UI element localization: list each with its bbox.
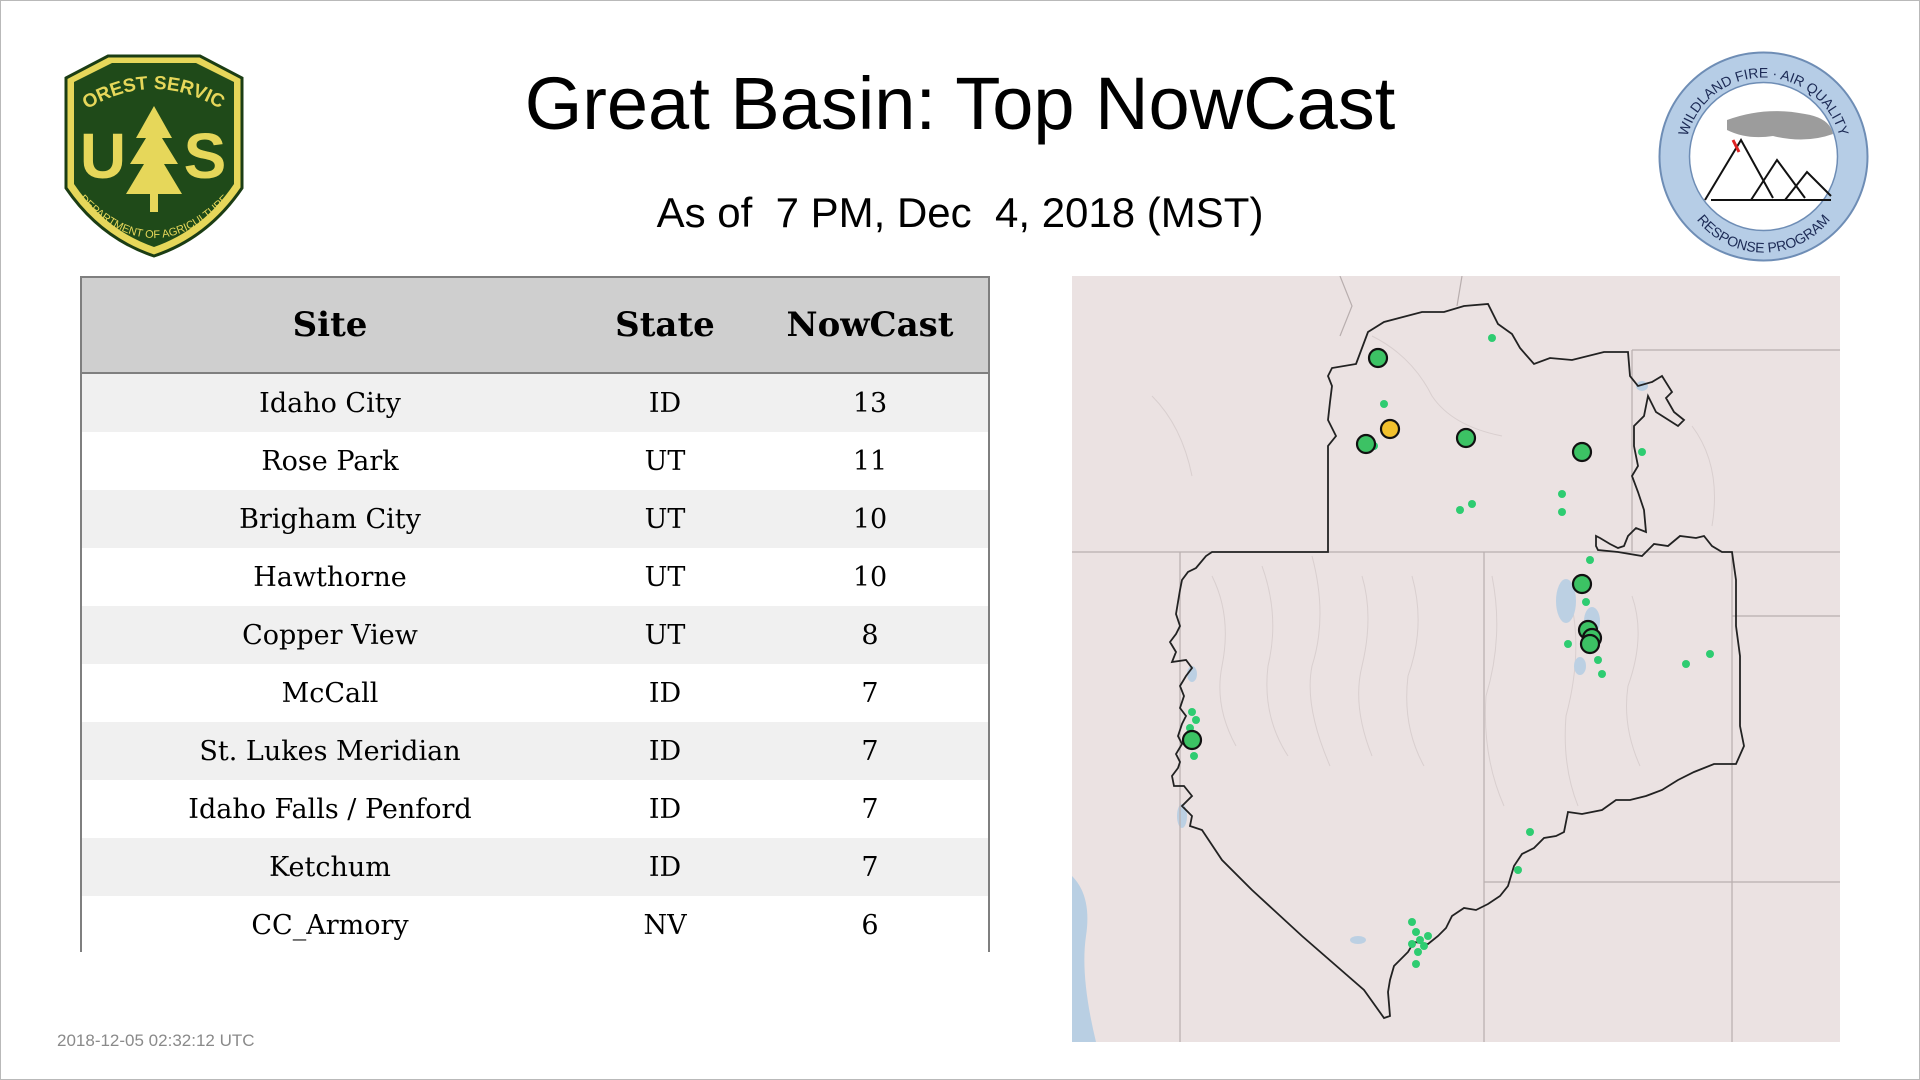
state-cell: ID [578,838,752,896]
site-marker [1571,441,1593,463]
monitor-dot [1682,660,1690,668]
column-header-site: Site [82,278,578,374]
monitor-dot [1414,948,1422,956]
monitor-dot [1420,942,1428,950]
nowcast-cell: 7 [752,838,988,896]
terrain-texture [1151,335,1715,807]
state-cell: UT [578,606,752,664]
table-header-row: Site State NowCast [82,278,988,374]
fire-icon [1731,139,1741,153]
state-cell: ID [578,373,752,432]
top-sites-markers [1181,347,1603,751]
state-cell: ID [578,780,752,838]
usfs-shield-logo: FOREST SERVICE U S DEPARTMENT OF AGRICUL… [48,48,244,258]
state-borders [1072,276,1840,1042]
table-row: CC_Armory NV 6 [82,896,988,954]
state-cell: UT [578,548,752,606]
monitor-dot [1638,448,1646,456]
nowcast-cell: 7 [752,722,988,780]
generated-timestamp: 2018-12-05 02:32:12 UTC [57,1031,255,1050]
logo-letter-u: U [80,120,126,192]
monitor-dot [1514,866,1522,874]
site-marker [1455,427,1477,449]
pine-tree-icon [126,106,182,212]
table-row: St. Lukes Meridian ID 7 [82,722,988,780]
map-background [1072,276,1840,1042]
site-cell: McCall [82,664,578,722]
monitor-dot [1380,400,1388,408]
column-header-nowcast: NowCast [752,278,988,374]
site-cell: Brigham City [82,490,578,548]
nowcast-cell: 6 [752,896,988,954]
state-cell: NV [578,896,752,954]
nowcast-cell: 7 [752,780,988,838]
monitor-dot [1594,656,1602,664]
monitor-dot [1412,928,1420,936]
wfaqrp-seal-logo: WILDLAND FIRE · AIR QUALITY RESPONSE PRO… [1658,51,1869,262]
monitor-dot [1424,932,1432,940]
site-marker [1579,633,1601,655]
site-cell: Hawthorne [82,548,578,606]
site-cell: Idaho City [82,373,578,432]
site-marker [1379,418,1401,440]
state-cell: ID [578,722,752,780]
monitor-dot [1408,918,1416,926]
monitor-dot [1192,716,1200,724]
page-subtitle: As of 7 PM, Dec 4, 2018 (MST) [656,189,1264,236]
site-cell: Copper View [82,606,578,664]
monitor-dot [1582,598,1590,606]
site-cell: CC_Armory [82,896,578,954]
table-row: Copper View UT 8 [82,606,988,664]
great-basin-relief-map [1072,276,1840,1042]
table-row: Rose Park UT 11 [82,432,988,490]
table-row: Hawthorne UT 10 [82,548,988,606]
table-row: Idaho Falls / Penford ID 7 [82,780,988,838]
monitor-dot [1188,708,1196,716]
monitor-dot [1408,940,1416,948]
site-cell: Ketchum [82,838,578,896]
smoke-plume-icon [1727,111,1833,140]
monitor-dot [1456,506,1464,514]
monitor-dot [1468,500,1476,508]
nowcast-table: Site State NowCast Idaho City ID 13 Rose P… [80,276,990,954]
site-marker [1181,729,1203,751]
monitor-dot [1706,650,1714,658]
monitor-dot [1488,334,1496,342]
nowcast-cell: 8 [752,606,988,664]
page-title: Great Basin: Top NowCast [524,62,1396,145]
nowcast-cell: 13 [752,373,988,432]
site-cell: Idaho Falls / Penford [82,780,578,838]
nowcast-cell: 10 [752,490,988,548]
monitor-dot [1416,936,1424,944]
column-header-state: State [578,278,752,374]
table-row: Brigham City UT 10 [82,490,988,548]
site-cell: Rose Park [82,432,578,490]
nowcast-cell: 7 [752,664,988,722]
monitor-dot [1190,752,1198,760]
monitor-dot [1558,490,1566,498]
monitor-dot [1598,670,1606,678]
nowcast-cell: 10 [752,548,988,606]
site-marker [1355,433,1377,455]
mountains-icon [1704,137,1832,201]
state-cell: ID [578,664,752,722]
site-cell: St. Lukes Meridian [82,722,578,780]
monitor-dot [1412,960,1420,968]
monitor-dot [1526,828,1534,836]
monitor-dots [1186,334,1714,968]
table-row: Idaho City ID 13 [82,373,988,432]
monitor-dot [1558,508,1566,516]
monitor-dot [1586,556,1594,564]
logo-letter-s: S [184,120,227,192]
state-cell: UT [578,432,752,490]
nowcast-cell: 11 [752,432,988,490]
site-marker [1571,573,1593,595]
site-marker [1367,347,1389,369]
table-row: Ketchum ID 7 [82,838,988,896]
great-basin-boundary [1168,303,1745,1020]
state-cell: UT [578,490,752,548]
monitor-dot [1564,640,1572,648]
table-row: McCall ID 7 [82,664,988,722]
